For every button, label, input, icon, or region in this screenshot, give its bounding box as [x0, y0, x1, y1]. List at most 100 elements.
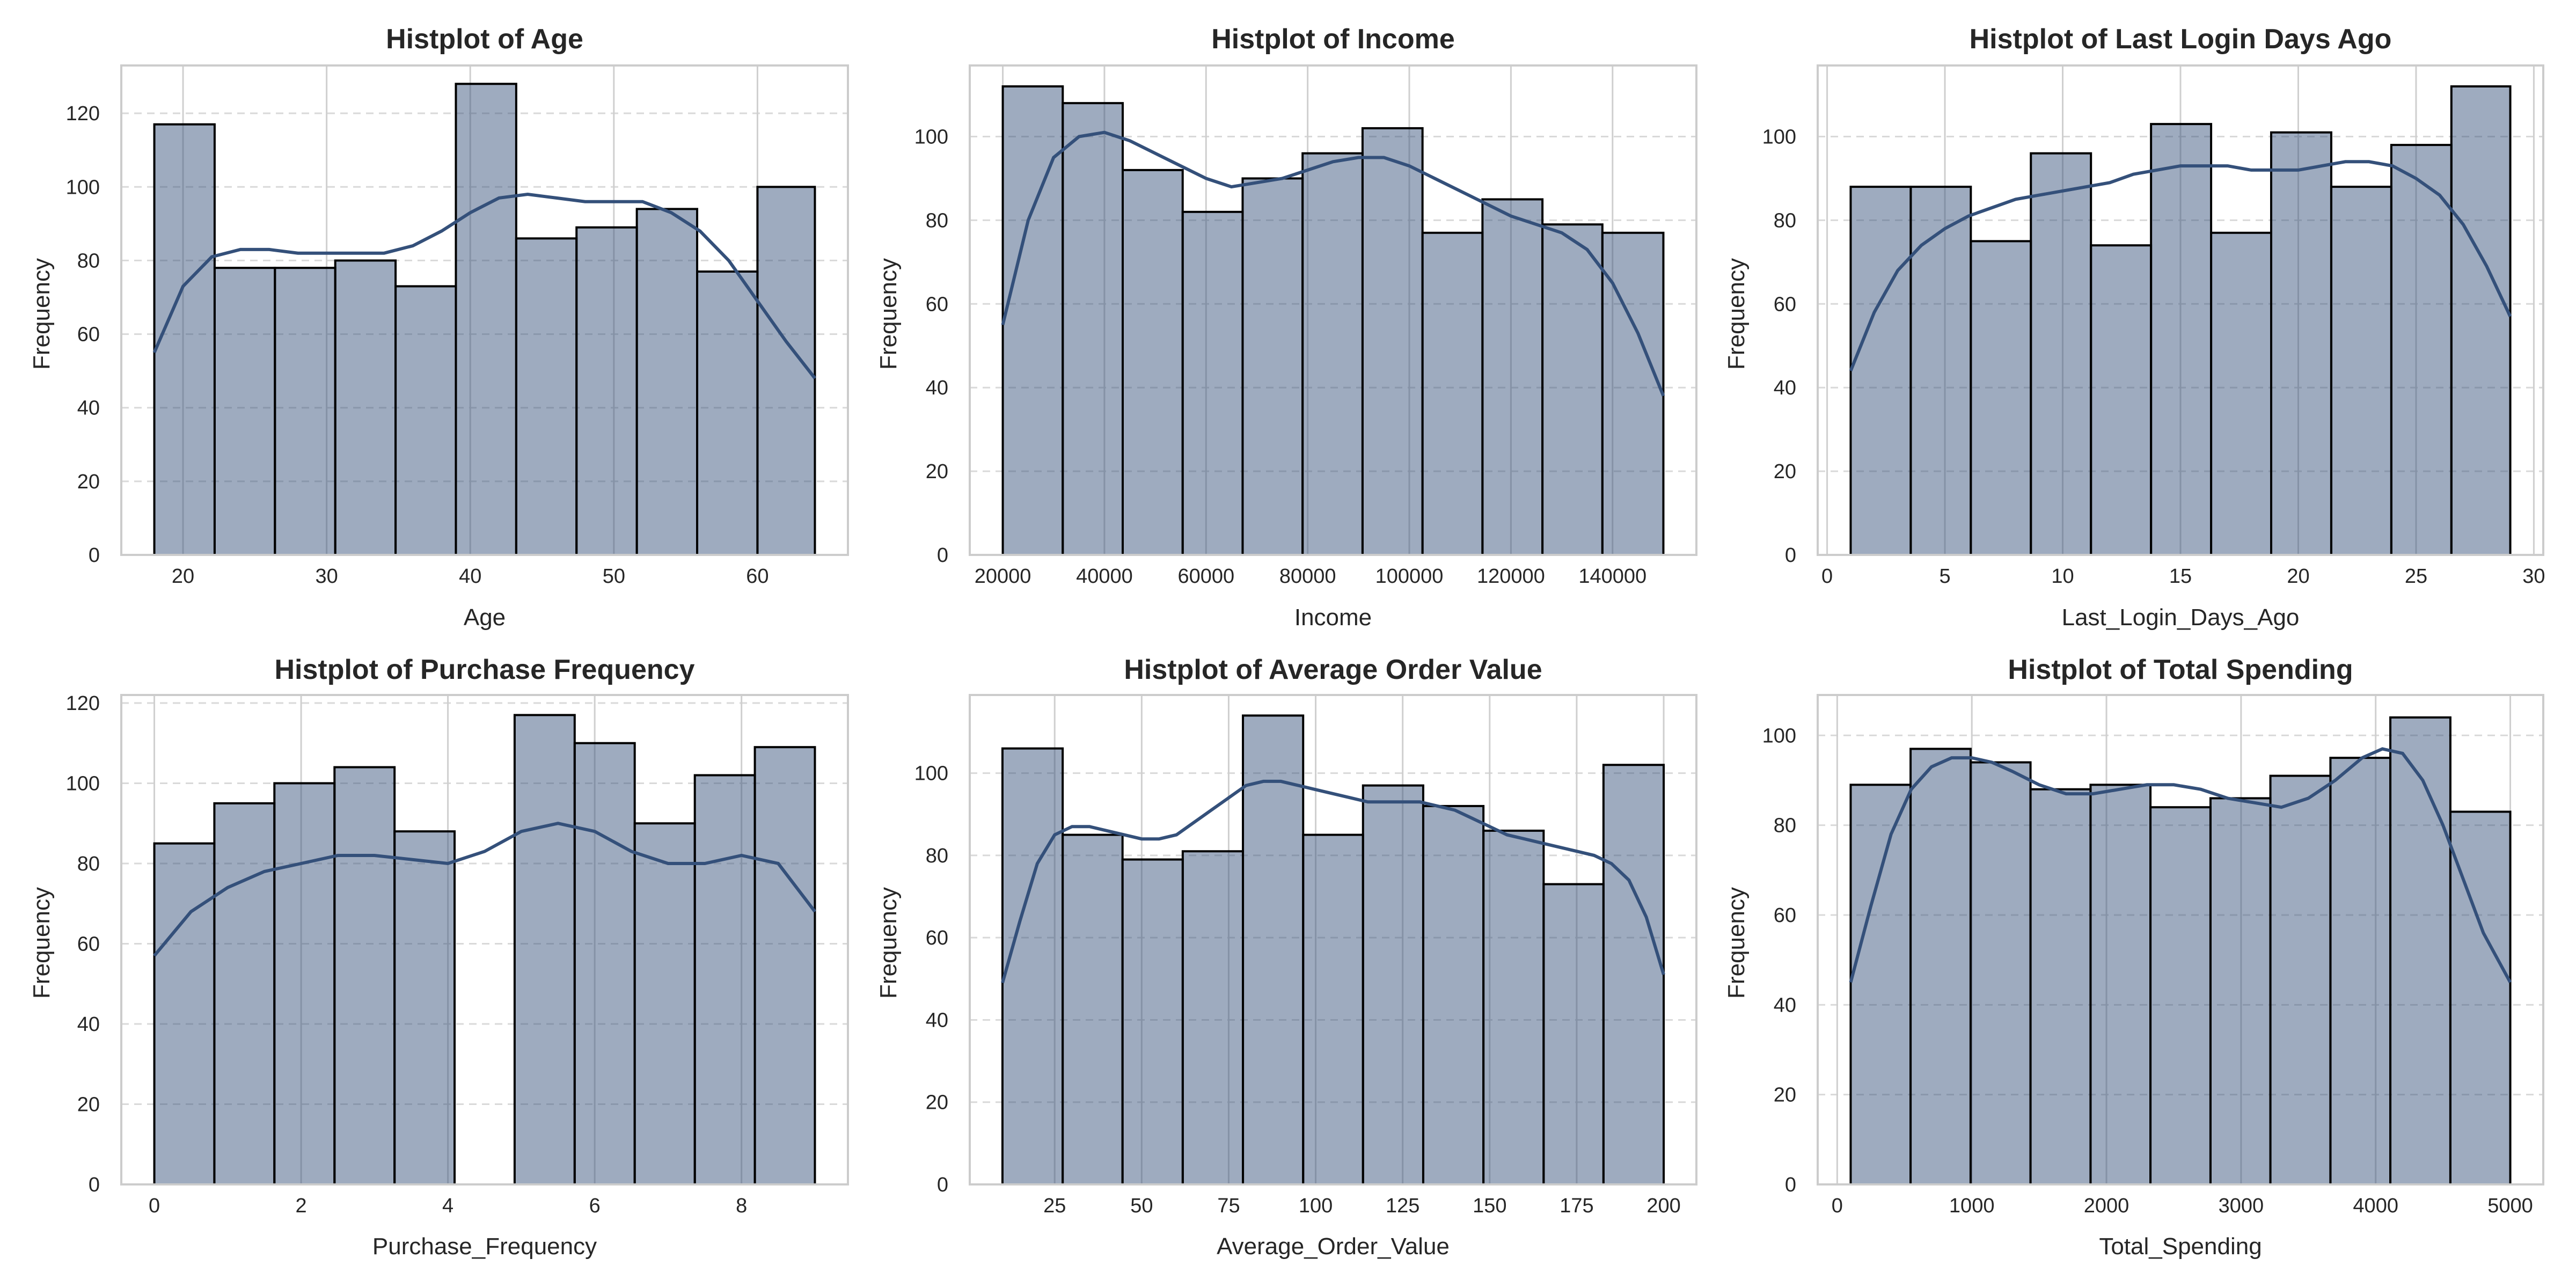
x-tick-label: 6	[589, 1195, 601, 1217]
y-tick-label: 60	[77, 324, 100, 346]
x-tick-label: 60	[746, 565, 769, 588]
panel-age: Histplot of Age Age Frequency 20 30 40 50 60…	[28, 24, 849, 631]
axes-frame	[1817, 64, 2544, 556]
histogram-bar	[2029, 788, 2092, 1185]
x-tick-label: 125	[1386, 1195, 1419, 1217]
histogram-bar	[333, 766, 396, 1185]
histogram-bar	[2330, 186, 2392, 556]
histogram-bar	[1421, 231, 1484, 556]
histogram-bar	[1542, 883, 1605, 1185]
x-tick-label: 1000	[1949, 1195, 1995, 1217]
histogram-bar	[2329, 757, 2392, 1185]
y-tick-label: 20	[77, 471, 100, 493]
y-axis-label: Frequency	[1723, 258, 1750, 370]
histogram-bar	[696, 270, 759, 556]
y-tick-label: 0	[89, 544, 100, 567]
y-tick-label: 120	[66, 692, 100, 715]
histogram-bar	[1481, 198, 1544, 556]
x-tick-label: 25	[2405, 565, 2427, 588]
histogram-bar	[1362, 784, 1424, 1186]
histogram-bar	[1001, 747, 1064, 1185]
y-axis-label: Frequency	[875, 887, 902, 999]
y-tick-label: 20	[77, 1093, 100, 1116]
histogram-bar	[1062, 833, 1124, 1185]
x-tick-label: 150	[1473, 1195, 1506, 1217]
histogram-bar	[693, 774, 756, 1185]
y-tick-label: 0	[937, 544, 948, 567]
histogram-bar	[1301, 152, 1364, 556]
y-tick-label: 40	[1774, 994, 1796, 1016]
y-tick-label: 80	[77, 250, 100, 272]
histogram-bar	[1541, 223, 1604, 556]
panel-title: Histplot of Average Order Value	[1124, 654, 1542, 685]
histogram-bar	[1969, 761, 2032, 1186]
y-tick-label: 100	[914, 126, 948, 149]
panel-total-spending: Histplot of Total Spending Total_Spendin…	[1723, 654, 2544, 1260]
y-tick-label: 100	[1762, 126, 1796, 149]
histogram-bar	[2210, 231, 2273, 556]
x-axis-label: Total_Spending	[2099, 1233, 2262, 1260]
histogram-bar	[753, 746, 816, 1185]
axes-frame	[969, 64, 1697, 556]
histogram-bar	[393, 830, 456, 1185]
histogram-bar	[1849, 186, 1912, 556]
x-tick-label: 0	[149, 1195, 160, 1217]
panel-average-order-value: Histplot of Average Order Value Average_…	[875, 654, 1697, 1260]
y-tick-label: 0	[937, 1174, 948, 1196]
x-tick-label: 20	[2287, 565, 2309, 588]
histogram-bar	[515, 237, 578, 556]
axes-frame	[969, 694, 1697, 1185]
x-tick-label: 75	[1217, 1195, 1240, 1217]
y-tick-label: 80	[926, 845, 948, 867]
kde-line	[1849, 160, 2512, 372]
histogram-bar	[1422, 804, 1485, 1185]
histogram-bar	[1361, 127, 1424, 556]
y-tick-label: 100	[66, 176, 100, 199]
y-tick-label: 100	[1762, 724, 1796, 747]
y-tick-label: 60	[926, 927, 948, 949]
y-tick-label: 100	[66, 772, 100, 795]
histogram-bar	[2389, 716, 2451, 1185]
histogram-bar	[1181, 210, 1244, 557]
kde-line	[152, 192, 816, 379]
histogram-bar	[274, 267, 336, 556]
histogram-bar	[1482, 829, 1545, 1185]
histogram-bar	[1970, 240, 2032, 556]
x-tick-label: 0	[1832, 1195, 1843, 1217]
y-axis-label: Frequency	[1723, 887, 1750, 999]
y-tick-label: 60	[926, 293, 948, 316]
histogram-bar	[153, 123, 216, 556]
histogram-bar	[1181, 850, 1245, 1186]
x-tick-label: 20	[172, 565, 194, 588]
panel-income: Histplot of Income Income Frequency 2000…	[875, 24, 1697, 631]
y-tick-label: 20	[926, 1092, 948, 1114]
kde-line	[1849, 747, 2512, 983]
histogram-bar	[1602, 764, 1665, 1186]
histogram-bar	[2149, 806, 2212, 1185]
histogram-bar	[334, 259, 397, 556]
y-tick-label: 120	[66, 103, 100, 125]
histogram-bar	[213, 802, 276, 1185]
x-tick-label: 8	[736, 1195, 747, 1217]
histogram-bar	[1302, 833, 1364, 1185]
panel-title: Histplot of Income	[1211, 24, 1455, 55]
x-tick-label: 0	[1821, 565, 1833, 588]
x-tick-label: 25	[1043, 1195, 1066, 1217]
x-tick-label: 60000	[1177, 565, 1234, 588]
histogram-bar	[2269, 774, 2332, 1185]
y-tick-label: 40	[77, 397, 100, 420]
kde-line	[1001, 779, 1665, 984]
y-tick-label: 100	[914, 763, 948, 785]
y-tick-label: 80	[1774, 815, 1796, 837]
y-tick-label: 80	[1774, 209, 1796, 232]
y-tick-label: 0	[1785, 1174, 1796, 1196]
histogram-bar	[1909, 748, 1972, 1185]
y-tick-label: 60	[77, 933, 100, 955]
histogram-bar	[2090, 244, 2153, 556]
x-tick-label: 120000	[1477, 565, 1545, 588]
axes-frame	[120, 694, 849, 1185]
x-tick-label: 140000	[1578, 565, 1646, 588]
histogram-bar	[2089, 784, 2152, 1185]
x-tick-label: 40000	[1076, 565, 1133, 588]
